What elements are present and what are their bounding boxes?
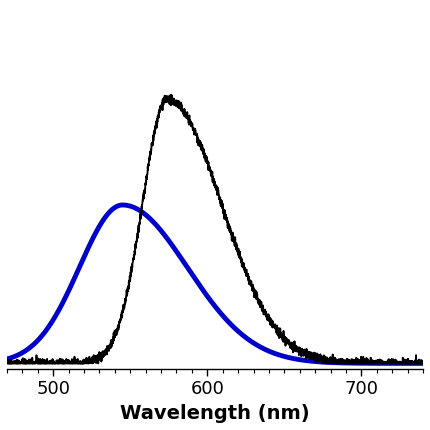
X-axis label: Wavelength (nm): Wavelength (nm) — [120, 404, 310, 423]
